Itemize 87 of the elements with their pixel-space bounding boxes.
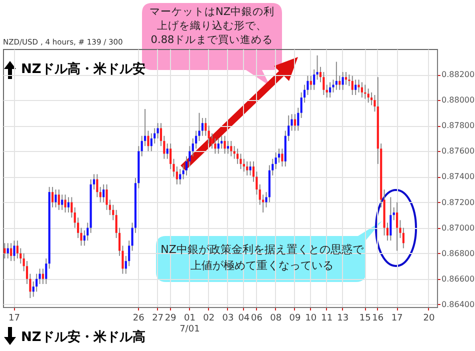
x-tick-label: 17	[8, 314, 20, 324]
candlestick	[297, 107, 300, 132]
x-tick-label: 02	[203, 314, 215, 324]
y-tick-label: 0.86800	[442, 248, 475, 258]
candlestick	[64, 194, 66, 213]
candlestick	[214, 138, 216, 154]
y-tick-label: 0.87200	[442, 198, 475, 207]
candlestick	[249, 160, 252, 176]
candlestick	[13, 240, 16, 262]
candlestick	[294, 114, 296, 132]
candlestick	[351, 75, 354, 96]
candlestick	[360, 82, 363, 98]
y-tick-label: 0.86600	[442, 274, 475, 284]
candlestick	[54, 188, 57, 208]
candlestick	[67, 196, 70, 213]
candlestick	[6, 242, 9, 259]
candlestick	[274, 152, 277, 170]
x-tick-label: 11	[321, 314, 333, 324]
candlestick	[322, 71, 325, 96]
candlestick	[96, 174, 98, 198]
candlestick	[402, 227, 404, 249]
x-tick-label: 20	[423, 314, 435, 324]
x-tick-label: 01 7/01	[180, 314, 200, 334]
candlestick	[51, 186, 54, 208]
candlestick	[61, 194, 64, 210]
y-tick-label: 0.86400	[442, 300, 475, 309]
candlestick	[10, 242, 12, 262]
candlestick	[45, 258, 48, 285]
y-tick-label: 0.87600	[442, 146, 475, 156]
candlestick	[217, 138, 220, 154]
annotation: NZドル高・米ドル安	[21, 60, 146, 78]
x-tick-label: 09	[289, 314, 301, 324]
candlestick	[354, 79, 357, 96]
candlestick	[99, 186, 102, 203]
candlestick	[204, 117, 207, 136]
candlestick	[338, 75, 341, 90]
candlestick	[281, 148, 284, 168]
x-tick-label: 16	[372, 314, 384, 324]
candlestick	[392, 206, 395, 221]
candlestick	[326, 84, 328, 98]
candlestick	[226, 140, 230, 154]
candlestick	[176, 166, 178, 185]
candlestick	[86, 222, 89, 242]
candlestick	[102, 184, 105, 203]
candlestick	[344, 71, 348, 86]
annotation: NZ中銀が政策金利を据え置くとの思惑で上値が極めて重くなっている	[160, 242, 364, 274]
y-tick-label: 0.88200	[442, 70, 475, 80]
candlestick	[4, 242, 6, 259]
text: NZドル安・米ドル高	[21, 328, 146, 346]
candlestick	[220, 135, 223, 150]
candlestick	[396, 202, 398, 252]
candlestick	[246, 160, 248, 176]
candlestick	[313, 68, 316, 90]
candlestick	[335, 61, 338, 90]
candlestick	[179, 168, 182, 185]
y-tick-label: 0.88000	[442, 96, 475, 105]
x-tick-label: 17	[391, 314, 403, 324]
candlestick	[367, 88, 370, 104]
y-tick-label: 0.87400	[442, 172, 475, 182]
candlestick	[166, 143, 168, 160]
x-tick-label: 29	[164, 314, 177, 324]
candlestick	[156, 122, 159, 139]
candlestick	[58, 188, 60, 210]
x-tick-label: 03	[222, 314, 234, 324]
x-tick-label: 06	[250, 314, 263, 324]
candlestick	[329, 82, 332, 98]
candlestick	[70, 196, 73, 218]
candlestick	[342, 71, 344, 90]
text: マーケットはNZ中銀の利上げを織り込む形で、0.88ドルまで買い進める	[148, 5, 276, 47]
y-tick-label: 0.87000	[442, 223, 475, 232]
x-tick-label: 13	[337, 314, 349, 324]
x-tick-label: 27	[152, 314, 164, 324]
candlestick	[316, 54, 318, 80]
candlestick	[208, 125, 210, 144]
candlestick	[230, 140, 232, 157]
candlestick	[348, 74, 350, 87]
candlestick	[224, 135, 226, 154]
x-tick-label: 26	[132, 314, 145, 324]
candlestick	[390, 196, 392, 242]
x-tick-label: 10	[305, 314, 317, 324]
x-tick-label: 04	[238, 314, 250, 324]
y-tick-label: 0.87800	[442, 121, 475, 130]
candlestick	[310, 75, 312, 90]
x-tick-label: 08	[270, 314, 282, 324]
x-tick-label: 15	[359, 314, 371, 324]
candlestick	[242, 158, 245, 172]
candlestick	[42, 268, 44, 285]
